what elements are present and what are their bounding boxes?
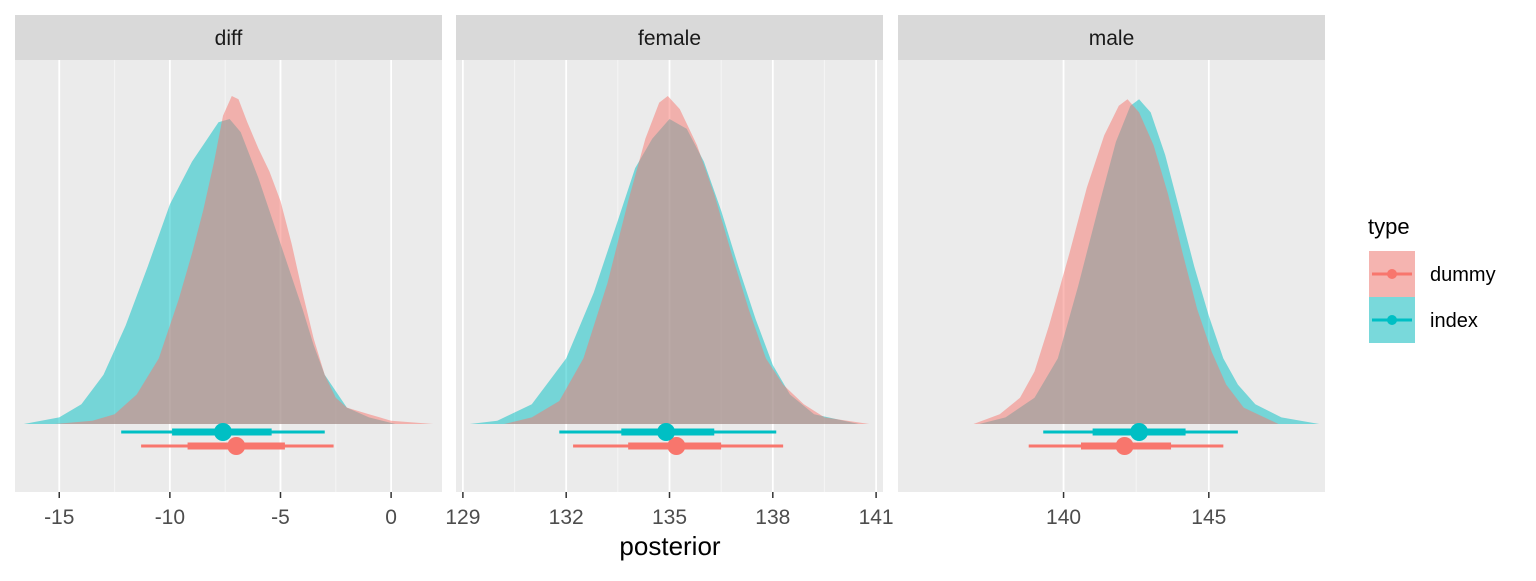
facet-strip-label: male [1089, 27, 1135, 50]
legend-label: index [1430, 310, 1478, 332]
interval-point-index [1130, 423, 1149, 441]
facet-strip [15, 15, 442, 60]
x-tick-label: 0 [385, 506, 397, 529]
x-tick-label: -5 [271, 506, 290, 529]
legend-item-index: index [1369, 297, 1478, 343]
interval-point-index [213, 423, 232, 441]
x-tick-label: 135 [652, 506, 687, 529]
x-tick-label: 140 [1046, 506, 1081, 529]
x-tick-label: 132 [549, 506, 584, 529]
x-axis-title: posterior [619, 531, 720, 561]
facet-strip-label: female [638, 27, 701, 50]
facet-diff: diff -15 -10 -5 0 [15, 15, 442, 529]
legend-label: dummy [1430, 264, 1496, 286]
x-tick-label: 129 [445, 506, 480, 529]
density-area-dummy [504, 96, 870, 424]
density-area-dummy [973, 99, 1279, 425]
x-tick-label: 141 [859, 506, 894, 529]
legend-title: type [1368, 214, 1410, 239]
facet-strip [898, 15, 1325, 60]
facet-female: female 129 132 135 138 141 [445, 15, 894, 529]
x-tick-label: -10 [155, 506, 185, 529]
legend-item-dummy: dummy [1369, 251, 1496, 297]
x-tick-label: -15 [44, 506, 74, 529]
interval-point-dummy [1115, 437, 1134, 455]
legend: type dummy index [1368, 214, 1496, 343]
interval-point-dummy [227, 437, 246, 455]
density-area-dummy [54, 96, 434, 424]
interval-point-index [657, 423, 676, 441]
facet-strip-label: diff [215, 27, 243, 50]
facet-strip [456, 15, 883, 60]
legend-key-point [1387, 315, 1397, 325]
interval-point-dummy [667, 437, 686, 455]
facet-male: male 140 145 [898, 15, 1325, 529]
legend-key-point [1387, 269, 1397, 279]
x-tick-label: 145 [1191, 506, 1226, 529]
x-tick-label: 138 [755, 506, 790, 529]
